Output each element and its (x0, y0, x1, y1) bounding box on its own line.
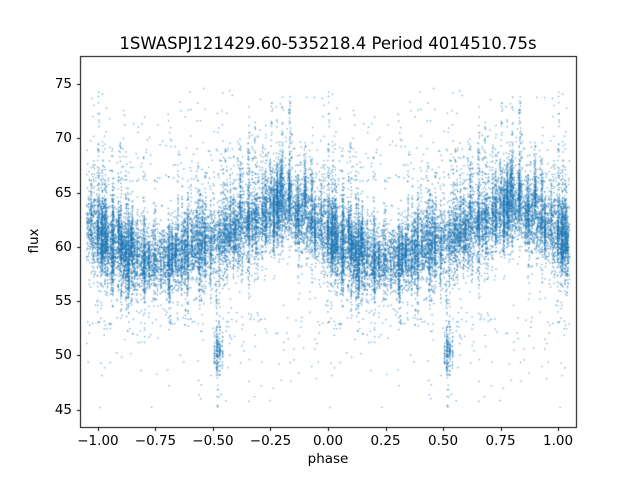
x-tick-label: −1.00 (77, 433, 119, 449)
y-tick-label: 45 (54, 401, 72, 418)
x-tick-label: −0.50 (192, 433, 234, 449)
y-tick-label: 50 (54, 347, 72, 364)
x-tick-label: 1.00 (543, 433, 574, 449)
x-tick-label: 0.75 (485, 433, 516, 449)
x-tick-label: 0.50 (427, 433, 459, 449)
x-axis-label: phase (307, 451, 349, 467)
y-tick-label: 65 (54, 184, 72, 201)
y-tick-label: 55 (54, 293, 72, 310)
y-tick-label: 75 (54, 76, 72, 93)
x-tick-label: −0.25 (249, 433, 292, 449)
x-tick-label: 0.00 (312, 433, 344, 449)
y-tick-label: 60 (54, 238, 72, 255)
x-tick-label: 0.25 (370, 433, 401, 449)
x-tick-label: −0.75 (134, 433, 177, 449)
y-tick-label: 70 (54, 130, 72, 147)
chart-title: 1SWASPJ121429.60-535218.4 Period 4014510… (119, 34, 537, 53)
